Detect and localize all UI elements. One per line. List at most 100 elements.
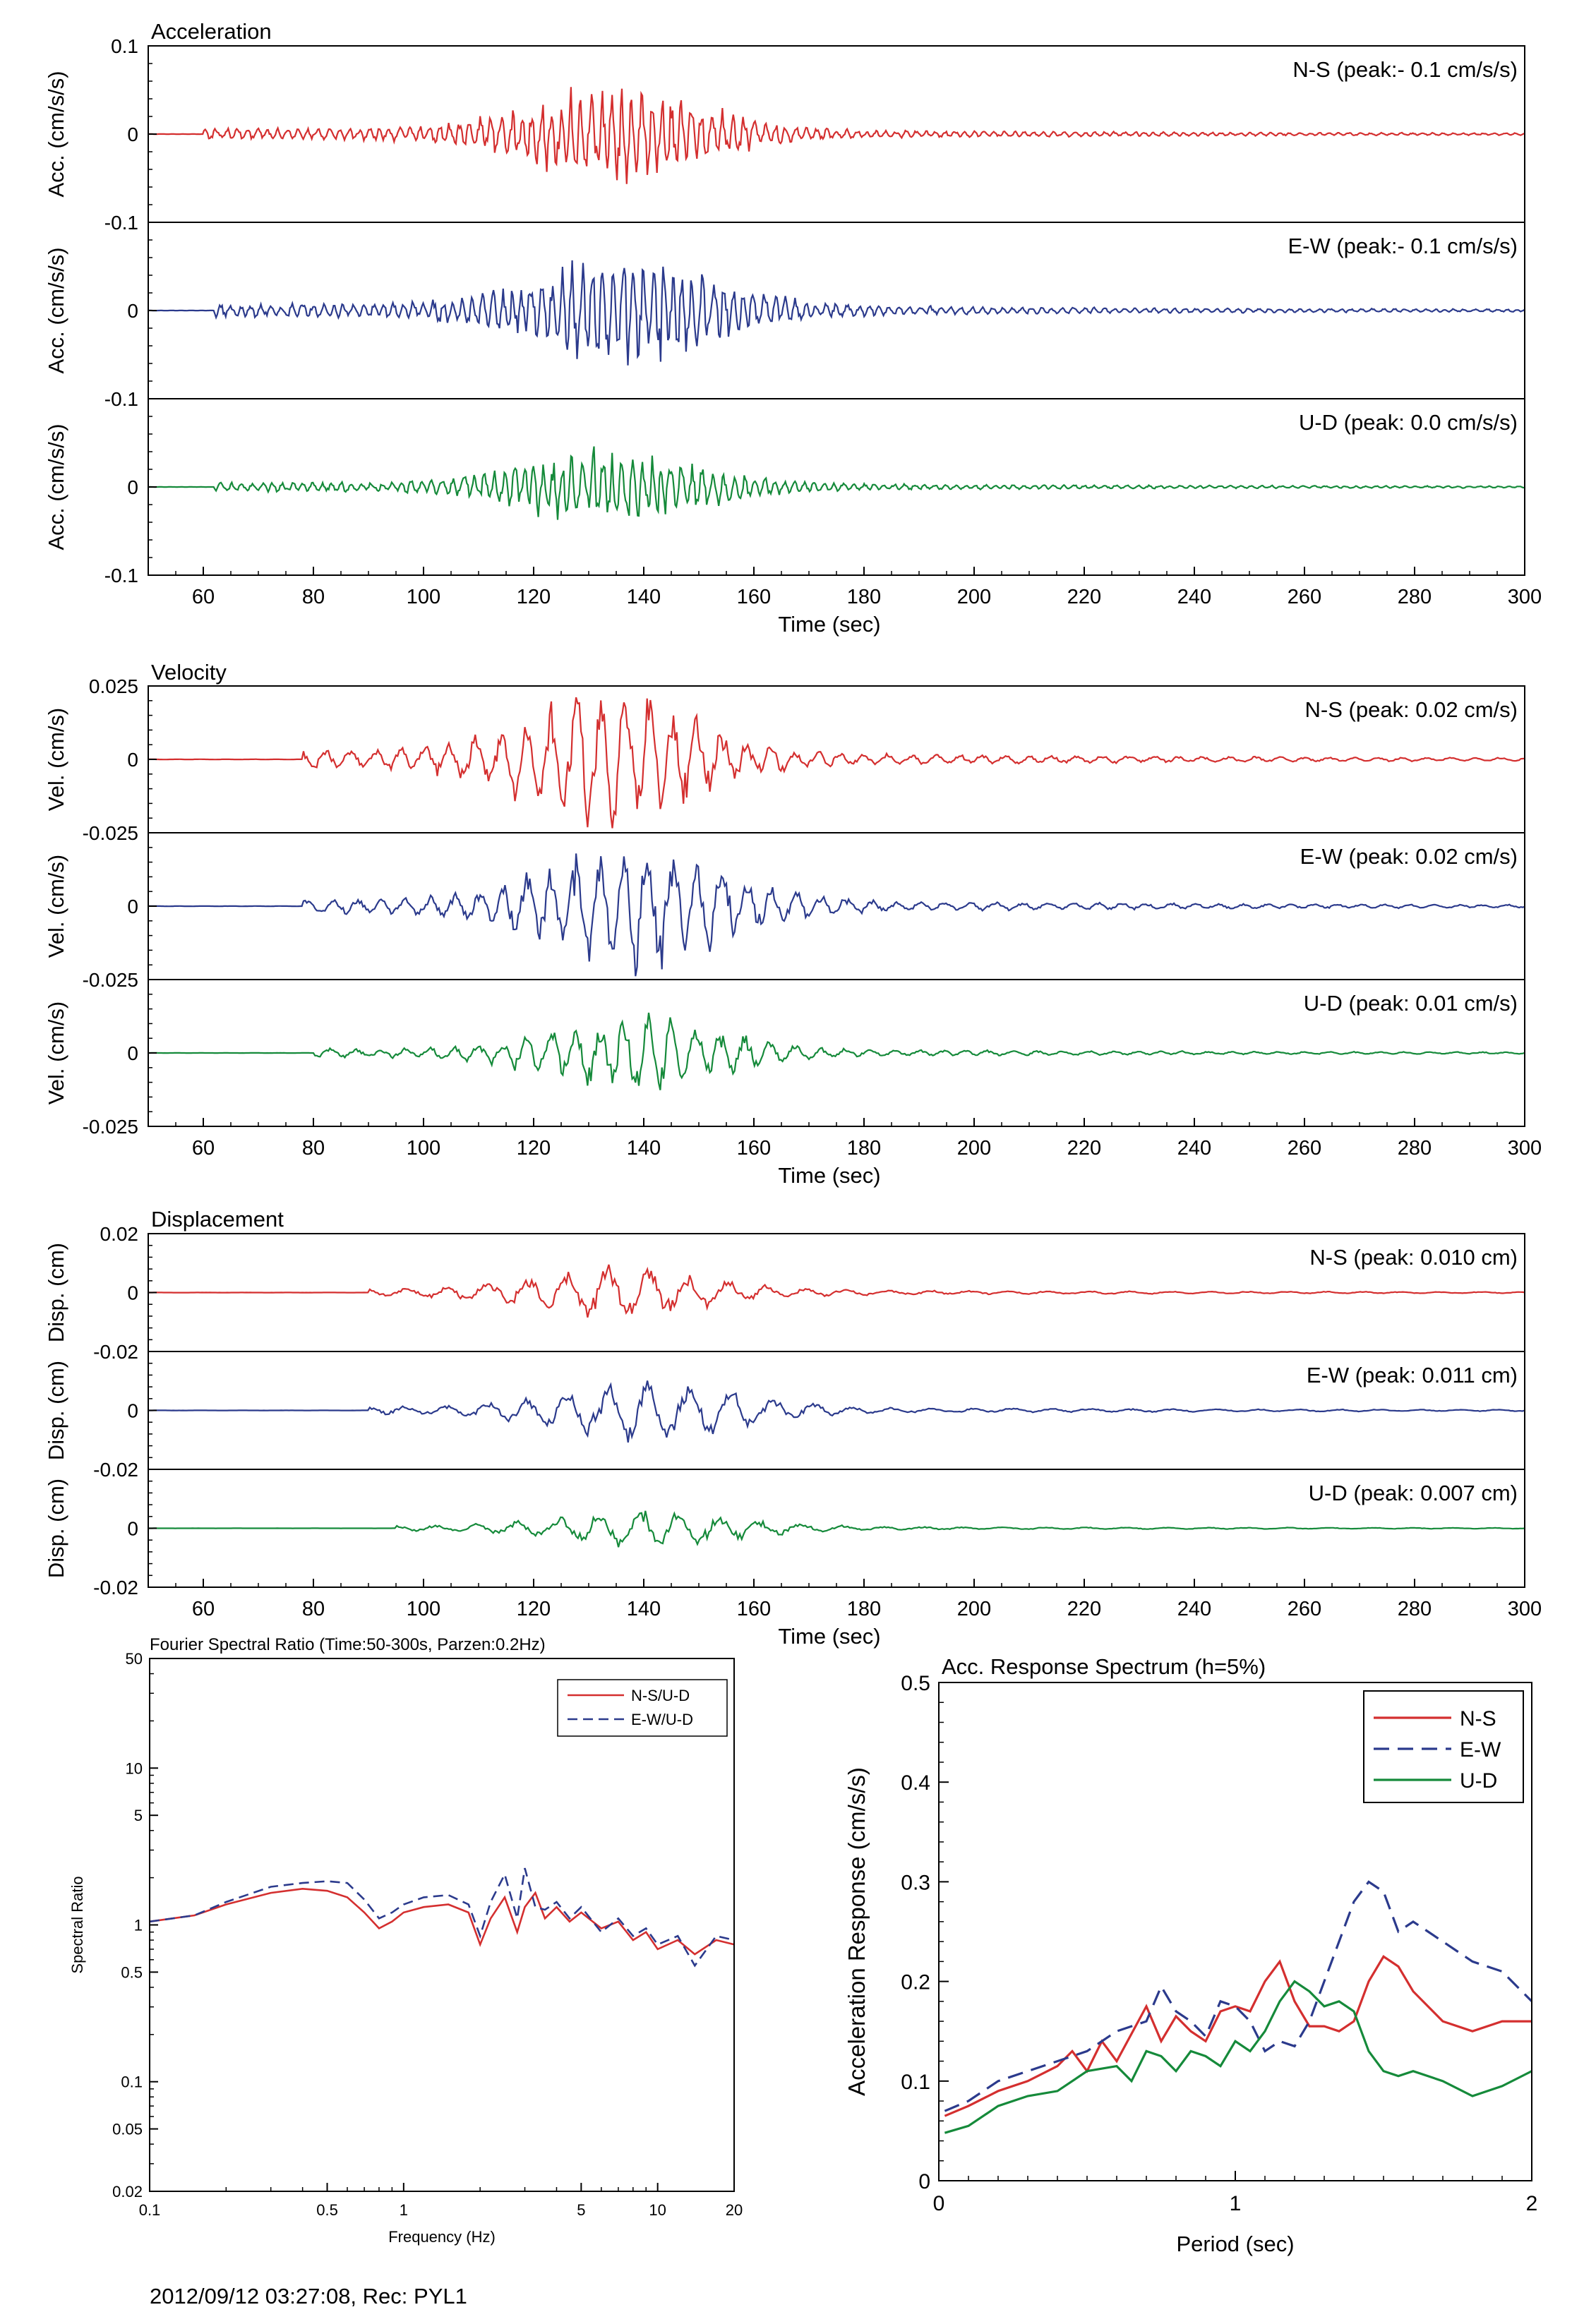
x-tick-label: 80	[302, 1137, 325, 1160]
series-label-ud: U-D (peak: 0.01 cm/s)	[1304, 991, 1518, 1016]
y-tick-label: 0.5	[121, 1963, 143, 1981]
x-tick-label: 220	[1067, 1598, 1101, 1620]
x-tick-label: 180	[847, 586, 881, 608]
x-tick-label: 140	[627, 586, 661, 608]
x-tick-label: 120	[517, 1137, 551, 1160]
y-tick-label: -0.02	[93, 1577, 138, 1598]
x-tick-label: 2	[1526, 2192, 1538, 2215]
x-tick-label: 100	[407, 586, 440, 608]
x-tick-label: 240	[1177, 586, 1211, 608]
x-tick-label: 160	[737, 1598, 771, 1620]
y-tick-label: 0	[127, 1518, 138, 1540]
y-axis-label: Spectral Ratio	[68, 1876, 86, 1973]
trace-ew	[148, 260, 1525, 366]
y-tick-label: -0.025	[83, 969, 138, 991]
trace-ew	[148, 853, 1525, 977]
trace-ns	[148, 697, 1525, 829]
series-label-ud: U-D (peak: 0.0 cm/s/s)	[1299, 410, 1518, 435]
y-tick-label: -0.1	[104, 565, 138, 586]
curve-ew	[944, 1880, 1533, 2112]
y-tick-label: 1	[134, 1917, 143, 1934]
x-tick-label: 280	[1398, 1137, 1432, 1160]
x-tick-label: 200	[957, 1598, 991, 1620]
x-tick-label: 260	[1288, 586, 1321, 608]
x-tick-label: 120	[517, 586, 551, 608]
x-tick-label: 160	[737, 1137, 771, 1160]
x-tick-label: 60	[192, 586, 215, 608]
y-axis-label: Disp. (cm)	[44, 1243, 68, 1342]
curve-ns	[944, 1955, 1532, 2117]
x-tick-label: 5	[577, 2201, 585, 2219]
y-tick-label: -0.1	[104, 212, 138, 234]
y-tick-label: 0.025	[89, 675, 138, 697]
y-axis-label: Disp. (cm)	[44, 1361, 68, 1460]
y-axis-label: Acc. (cm/s/s)	[44, 423, 68, 550]
panel-response-spectrum	[938, 1682, 1533, 2181]
chart-title: Displacement	[151, 1207, 284, 1232]
y-tick-label: 0.1	[901, 2071, 930, 2094]
legend-label-ew: E-W/U-D	[631, 1711, 693, 1728]
chart-title: Fourier Spectral Ratio (Time:50-300s, Pa…	[150, 1635, 546, 1654]
x-tick-label: 260	[1288, 1598, 1321, 1620]
x-tick-label: 120	[517, 1598, 551, 1620]
panel-velocity	[148, 685, 1525, 1127]
y-tick-label: 0.5	[901, 1672, 930, 1695]
x-axis-label: Time (sec)	[778, 1624, 880, 1649]
y-tick-label: 0.02	[100, 1223, 139, 1245]
chart-title: Acc. Response Spectrum (h=5%)	[942, 1654, 1266, 1679]
x-tick-label: 240	[1177, 1137, 1211, 1160]
y-tick-label: 0	[127, 124, 138, 145]
x-tick-label: 1	[1230, 2192, 1242, 2215]
x-tick-label: 0.1	[139, 2201, 161, 2219]
x-tick-label: 80	[302, 1598, 325, 1620]
x-tick-label: 10	[649, 2201, 666, 2219]
y-tick-label: 50	[126, 1650, 143, 1668]
y-axis-label: Acc. (cm/s/s)	[44, 247, 68, 373]
y-tick-label: 0	[127, 1400, 138, 1422]
y-tick-label: 0.1	[111, 35, 138, 57]
x-tick-label: 180	[847, 1137, 881, 1160]
trace-ud	[148, 1012, 1525, 1090]
x-tick-label: 140	[627, 1137, 661, 1160]
x-tick-label: 1	[400, 2201, 408, 2219]
x-tick-label: 240	[1177, 1598, 1211, 1620]
series-label-ew: E-W (peak: 0.02 cm/s)	[1300, 844, 1518, 869]
x-axis-label: Frequency (Hz)	[388, 2228, 496, 2246]
legend-label-ns: N-S/U-D	[631, 1687, 690, 1704]
x-tick-label: 180	[847, 1598, 881, 1620]
y-tick-label: -0.025	[83, 1116, 138, 1138]
x-axis-label: Time (sec)	[778, 612, 880, 637]
curve-ns	[149, 1887, 735, 1956]
y-tick-label: 0	[127, 300, 138, 322]
x-tick-label: 200	[957, 1137, 991, 1160]
x-tick-label: 280	[1398, 586, 1432, 608]
panel-displacement	[148, 1233, 1525, 1588]
y-axis-label: Acc. (cm/s/s)	[44, 71, 68, 197]
x-tick-label: 260	[1288, 1137, 1321, 1160]
series-label-ud: U-D (peak: 0.007 cm)	[1309, 1481, 1518, 1505]
chart-title: Acceleration	[151, 19, 272, 44]
legend-box	[557, 1679, 728, 1737]
y-tick-label: 0.3	[901, 1871, 930, 1894]
curve-ud	[944, 1980, 1532, 2134]
x-tick-label: 160	[737, 586, 771, 608]
y-axis-label: Vel. (cm/s)	[44, 708, 68, 811]
footer-caption: 2012/09/12 03:27:08, Rec: PYL1	[150, 2284, 467, 2308]
y-axis-label: Disp. (cm)	[44, 1479, 68, 1578]
x-tick-label: 300	[1508, 586, 1542, 608]
series-label-ns: N-S (peak:- 0.1 cm/s/s)	[1292, 57, 1518, 82]
y-tick-label: 0.02	[112, 2183, 143, 2200]
y-tick-label: 0.2	[901, 1971, 930, 1994]
y-tick-label: 0.05	[112, 2121, 143, 2138]
panel-acceleration	[148, 45, 1525, 576]
x-tick-label: 0.5	[316, 2201, 338, 2219]
x-tick-label: 220	[1067, 1137, 1101, 1160]
series-label-ns: N-S (peak: 0.02 cm/s)	[1305, 697, 1518, 722]
trace-ud	[148, 1510, 1525, 1548]
y-tick-label: 0	[127, 1282, 138, 1304]
legend-label-ns: N-S	[1460, 1707, 1496, 1730]
y-tick-label: 0.1	[121, 2073, 143, 2091]
y-tick-label: 0	[127, 896, 138, 917]
x-tick-label: 200	[957, 586, 991, 608]
